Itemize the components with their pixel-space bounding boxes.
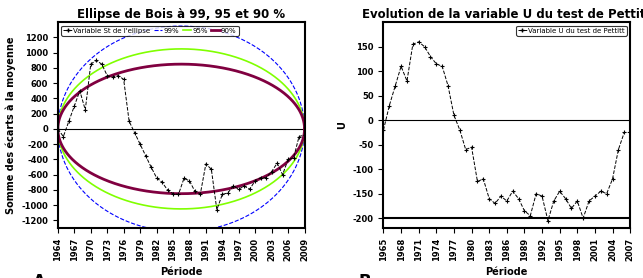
Title: Evolution de la variable U du test de Pettitt: Evolution de la variable U du test de Pe… [362, 8, 643, 21]
Y-axis label: U: U [337, 121, 347, 129]
Legend: Variable St de l'ellipse, 99%, 95%, 90%: Variable St de l'ellipse, 99%, 95%, 90% [61, 26, 239, 36]
X-axis label: Période: Période [485, 267, 528, 277]
X-axis label: Période: Période [160, 267, 203, 277]
Legend: Variable U du test de Pettitt: Variable U du test de Pettitt [516, 26, 627, 36]
Text: A: A [33, 273, 46, 278]
Y-axis label: Somme des écarts à la moyenne: Somme des écarts à la moyenne [5, 36, 15, 214]
Text: B: B [359, 273, 372, 278]
Title: Ellipse de Bois à 99, 95 et 90 %: Ellipse de Bois à 99, 95 et 90 % [77, 8, 285, 21]
